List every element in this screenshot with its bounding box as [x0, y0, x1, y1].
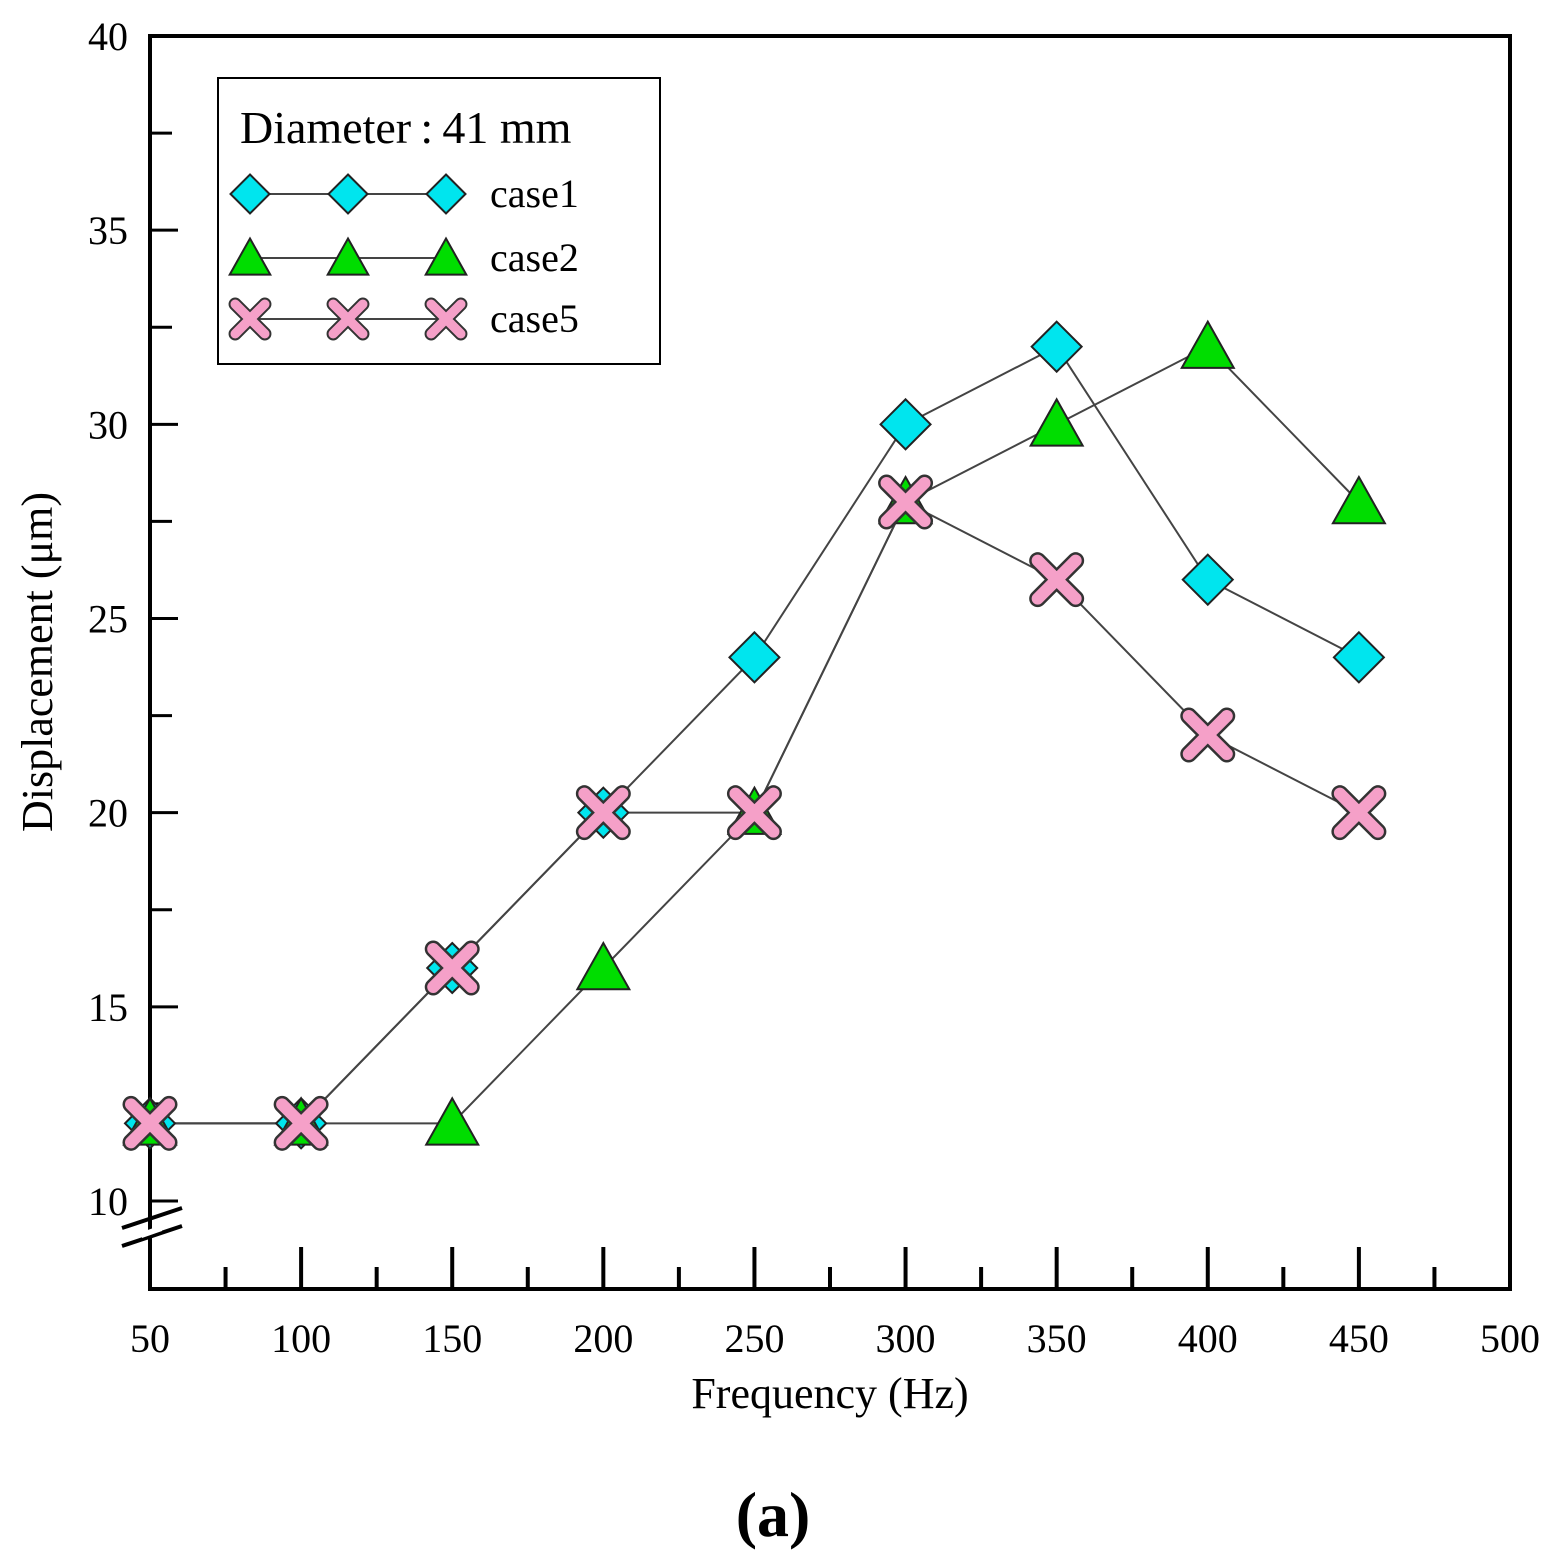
panel-label: (a) — [736, 1479, 811, 1550]
data-point-case5 — [575, 785, 631, 841]
legend-label-case2: case2 — [490, 235, 579, 280]
legend-marker-case2 — [424, 236, 468, 276]
data-point-case1 — [1030, 320, 1084, 374]
legend-marker-case5 — [424, 297, 468, 341]
x-axis-ticks: 50 100 150 200 250 300 350 400 450 500 — [130, 1247, 1540, 1361]
legend-marker-case1 — [327, 173, 369, 215]
legend-entries: case1 case2 case5 — [228, 171, 579, 341]
x-tick-label: 200 — [573, 1316, 633, 1361]
data-point-case2 — [575, 940, 632, 991]
x-tick-label: 400 — [1178, 1316, 1238, 1361]
data-point-case1 — [1332, 630, 1386, 684]
data-point-case5 — [878, 474, 934, 530]
x-tick-label: 250 — [724, 1316, 784, 1361]
data-point-case1 — [879, 397, 932, 451]
y-tick-label: 30 — [88, 402, 128, 447]
series-line-case2 — [150, 345, 1360, 1125]
y-tick-label: 10 — [88, 1179, 128, 1224]
y-axis-break-mark — [121, 1206, 183, 1248]
series-line-case1 — [150, 345, 1360, 1125]
data-point-case1 — [1181, 553, 1235, 607]
data-point-case5 — [424, 940, 480, 996]
legend-label-case5: case5 — [490, 296, 579, 341]
data-point-case5 — [122, 1095, 178, 1151]
x-tick-label: 500 — [1480, 1316, 1540, 1361]
x-tick-label: 300 — [876, 1316, 936, 1361]
x-tick-label: 50 — [130, 1316, 170, 1361]
legend: Diameter : 41 mm case1 case2 case5 — [217, 77, 661, 365]
y-axis-ticks: 10 15 20 25 30 35 40 — [88, 14, 178, 1224]
data-point-case2 — [1180, 319, 1236, 369]
y-tick-label: 35 — [88, 208, 128, 253]
legend-marker-case2 — [228, 236, 272, 276]
x-tick-label: 100 — [271, 1316, 331, 1361]
y-tick-label: 20 — [88, 791, 128, 836]
legend-marker-case1 — [425, 173, 467, 215]
data-point-case2 — [1331, 474, 1387, 525]
data-point-case5 — [726, 785, 782, 841]
series-points — [122, 319, 1387, 1151]
legend-marker-case2 — [326, 236, 370, 276]
data-point-case2 — [424, 1096, 480, 1146]
y-tick-label: 40 — [88, 14, 128, 59]
x-tick-label: 150 — [422, 1316, 482, 1361]
y-axis-title: Displacement (μm) — [13, 492, 62, 832]
y-tick-label: 15 — [88, 985, 128, 1030]
y-tick-label: 25 — [88, 597, 128, 642]
data-point-case5 — [1180, 707, 1236, 763]
x-tick-label: 350 — [1027, 1316, 1087, 1361]
data-point-case5 — [1331, 785, 1387, 841]
series-lines — [150, 345, 1360, 1125]
data-point-case5 — [1029, 552, 1085, 608]
x-tick-label: 450 — [1329, 1316, 1389, 1361]
legend-title: Diameter : 41 mm — [240, 102, 572, 153]
legend-label-case1: case1 — [490, 171, 579, 216]
legend-marker-case1 — [229, 173, 271, 215]
data-point-case5 — [273, 1095, 329, 1151]
legend-marker-case5 — [326, 297, 370, 341]
data-point-case2 — [1028, 397, 1085, 447]
legend-marker-case5 — [228, 297, 272, 341]
data-point-case1 — [728, 630, 781, 684]
x-axis-title: Frequency (Hz) — [691, 1369, 968, 1418]
